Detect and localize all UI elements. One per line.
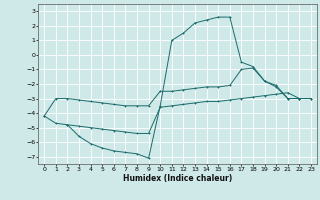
X-axis label: Humidex (Indice chaleur): Humidex (Indice chaleur) [123,174,232,183]
